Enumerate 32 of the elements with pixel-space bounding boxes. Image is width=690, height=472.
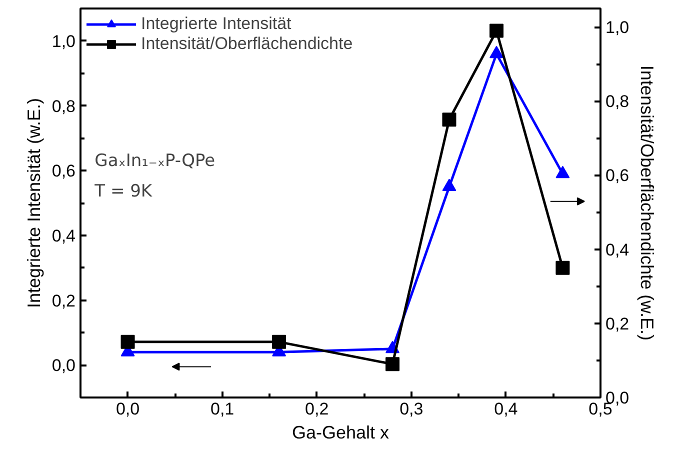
point bbox=[556, 260, 570, 275]
y-tick-label: 0,8 bbox=[52, 96, 76, 116]
point bbox=[442, 112, 456, 127]
x-tick-label: 0,0 bbox=[116, 400, 140, 418]
point bbox=[386, 357, 400, 372]
x-tick-label: 0,4 bbox=[494, 400, 518, 418]
point bbox=[556, 166, 570, 178]
legend-label: Integrierte Intensität bbox=[141, 14, 292, 34]
x-tick-label: 0,2 bbox=[305, 400, 329, 418]
y2-tick-label: 1,0 bbox=[606, 18, 630, 38]
y-axis-title: Integrierte Intensität (w.E.) bbox=[24, 98, 44, 308]
y2-tick-label: 0,2 bbox=[606, 314, 630, 334]
legend-label: Intensität/Oberflächendichte bbox=[141, 34, 353, 54]
point bbox=[490, 24, 504, 38]
y2-tick-label: 0,8 bbox=[606, 92, 630, 112]
y-tick-label: 0,4 bbox=[52, 226, 76, 246]
annotation: GaₓIn₁₋ₓP-QPe bbox=[94, 150, 216, 171]
y-tick-label: 1,0 bbox=[52, 32, 76, 51]
point bbox=[272, 334, 286, 349]
point bbox=[120, 334, 135, 349]
point bbox=[442, 178, 456, 192]
x-tick-label: 0,1 bbox=[210, 400, 234, 418]
y-tick-label: 0,2 bbox=[52, 291, 76, 310]
x-tick-label: 0,3 bbox=[400, 400, 424, 418]
x-axis-title: Ga-Gehalt x bbox=[292, 422, 390, 442]
y2-tick-label: 0,4 bbox=[606, 240, 630, 260]
y-tick-label: 0,6 bbox=[52, 162, 76, 181]
point bbox=[490, 46, 504, 58]
y2-axis-title: Intensität/Oberflächendichte (w.E.) bbox=[637, 65, 658, 341]
annotation: T = 9K bbox=[94, 182, 153, 202]
y2-tick-label: 0,6 bbox=[606, 166, 630, 186]
y-tick-label: 0,0 bbox=[52, 356, 76, 376]
